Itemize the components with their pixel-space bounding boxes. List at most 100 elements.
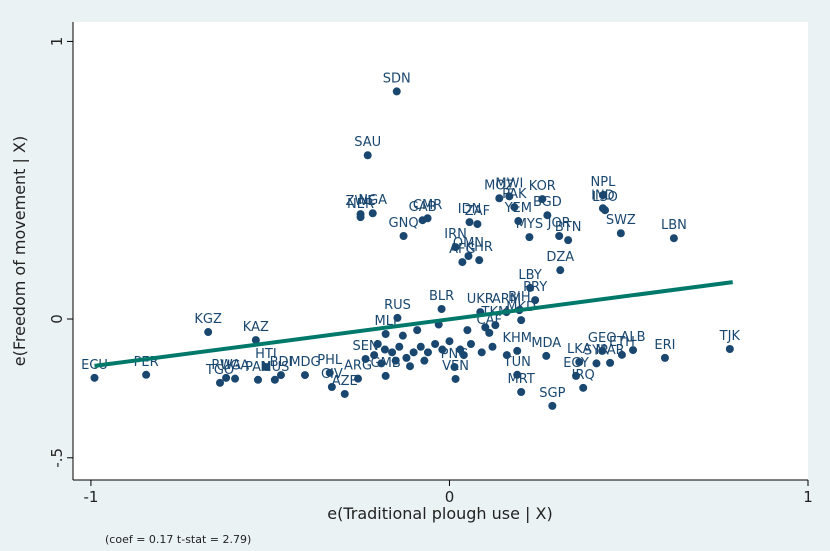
point (556, 266, 565, 275)
point-label: SDN (383, 71, 411, 86)
point-label: ETH (609, 335, 635, 350)
point (368, 209, 377, 218)
point (543, 211, 552, 220)
point (270, 375, 279, 384)
point-label: TJK (719, 329, 741, 344)
point-label: ZAF (465, 204, 490, 219)
point (592, 359, 601, 368)
point (579, 383, 588, 392)
point-label: UKR (467, 292, 494, 307)
point (616, 229, 625, 238)
point (391, 356, 400, 365)
point (370, 351, 379, 360)
point (402, 353, 411, 362)
point-label: IRN (444, 227, 467, 242)
point-label: MOZ (484, 178, 514, 193)
point (488, 342, 497, 351)
point (451, 243, 460, 252)
point-label: SWZ (606, 213, 636, 228)
point-label: KHM (502, 331, 532, 346)
point (517, 316, 526, 325)
point-label: ZWE (346, 194, 376, 209)
point-label: BDI (270, 355, 293, 370)
y-axis-title: e(Freedom of movement | X) (10, 136, 29, 366)
point (398, 331, 407, 340)
fit-line (94, 280, 733, 368)
point (725, 344, 734, 353)
point (204, 328, 213, 337)
point (669, 234, 678, 243)
point (466, 339, 475, 348)
point (381, 329, 390, 338)
point (445, 337, 454, 346)
point (564, 236, 573, 245)
point-label: BIH (508, 290, 531, 305)
note: (coef = 0.17 t-stat = 2.79) (105, 533, 251, 546)
point-label: RWA (211, 358, 241, 373)
point (495, 194, 504, 203)
point (601, 206, 610, 215)
point (395, 342, 404, 351)
point-label: ALB (621, 330, 646, 345)
point-label: BLR (429, 289, 454, 304)
point (438, 345, 447, 354)
point-label: YEM (504, 201, 532, 216)
point (254, 375, 263, 384)
point (477, 348, 486, 357)
point-label: ARM (492, 292, 521, 307)
point (363, 151, 372, 160)
point (377, 359, 386, 368)
point-label: ERI (654, 338, 675, 353)
point (373, 339, 382, 348)
point-label: SEN (352, 339, 378, 354)
point-label: KHR (466, 240, 493, 255)
point (514, 217, 523, 226)
point (381, 371, 390, 380)
point-label: IND (591, 188, 615, 203)
point (513, 346, 522, 355)
point (300, 371, 309, 380)
point (505, 192, 514, 201)
point (142, 370, 151, 379)
point-label: TUN (503, 355, 531, 370)
point-label: SGP (539, 386, 565, 401)
point (531, 296, 540, 305)
point (416, 342, 425, 351)
y-tick-label: 1 (48, 37, 66, 47)
point-label: MRT (508, 372, 535, 387)
point-label: MUS (260, 360, 289, 375)
point-label: GEO (588, 331, 617, 346)
point-label: IRQ (572, 368, 595, 383)
point-label: NER (347, 197, 374, 212)
point (542, 351, 551, 360)
point (502, 351, 511, 360)
point (420, 356, 429, 365)
point (327, 383, 336, 392)
point (459, 351, 468, 360)
point (598, 191, 607, 200)
point (409, 348, 418, 357)
point (388, 348, 397, 357)
x-tick-label: 0 (445, 488, 455, 506)
point (513, 370, 522, 379)
point (463, 326, 472, 335)
point-label: MDA (531, 336, 561, 351)
point-label: AZE (332, 374, 358, 389)
point-label: NPL (591, 175, 617, 190)
point (606, 358, 615, 367)
point (354, 374, 363, 383)
point (90, 373, 99, 382)
x-tick-label: 1 (803, 488, 813, 506)
point-label: KGZ (194, 312, 222, 327)
point (216, 378, 224, 387)
point-label: LBY (518, 268, 541, 283)
point (392, 87, 401, 96)
point-label: TGO (205, 363, 234, 378)
point (406, 362, 415, 371)
point (465, 218, 474, 227)
point (423, 348, 432, 357)
point-label: PRY (523, 280, 547, 295)
point-label: PAK (502, 187, 527, 202)
point (261, 363, 270, 372)
